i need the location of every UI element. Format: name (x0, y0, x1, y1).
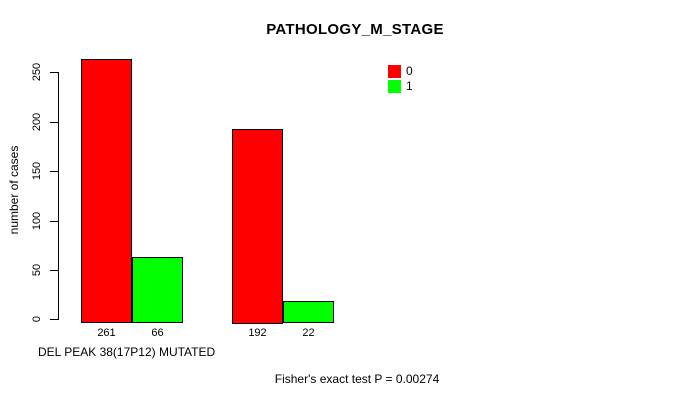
bar-series-0-group-1 (81, 59, 132, 324)
legend-item: 0 (388, 64, 413, 78)
y-axis-line (58, 72, 59, 320)
legend-swatch-red (388, 64, 401, 78)
y-tick-mark (50, 269, 58, 271)
y-tick-label: 50 (31, 263, 43, 277)
y-tick-mark (50, 72, 58, 74)
y-tick-label: 200 (31, 112, 43, 131)
bar-value-label: 66 (151, 327, 164, 339)
legend-label: 1 (406, 78, 413, 93)
bar-series-1-group-1 (132, 256, 183, 324)
legend-item: 1 (388, 79, 413, 93)
y-tick-label: 250 (31, 63, 43, 82)
bar-series-1-group-2 (283, 301, 334, 324)
y-tick-mark (50, 220, 58, 222)
chart-title: PATHOLOGY_M_STAGE (266, 21, 444, 38)
legend: 0 1 (388, 64, 413, 93)
bar-value-label: 261 (97, 327, 116, 339)
y-axis-title: number of cases (7, 145, 21, 235)
y-tick-mark (50, 171, 58, 173)
y-tick-label: 100 (31, 211, 43, 230)
y-tick-mark (50, 121, 58, 123)
y-tick-label: 150 (31, 161, 43, 181)
legend-label: 0 (406, 63, 413, 78)
footnote-text: Fisher's exact test P = 0.00274 (274, 372, 440, 386)
bar-value-label: 192 (248, 327, 267, 339)
y-tick-mark (50, 319, 58, 321)
legend-swatch-green (388, 79, 401, 93)
bar-series-0-group-2 (232, 129, 283, 324)
bar-value-label: 22 (302, 327, 315, 339)
x-axis-title: DEL PEAK 38(17P12) MUTATED (38, 345, 216, 359)
y-tick-label: 0 (31, 316, 43, 323)
